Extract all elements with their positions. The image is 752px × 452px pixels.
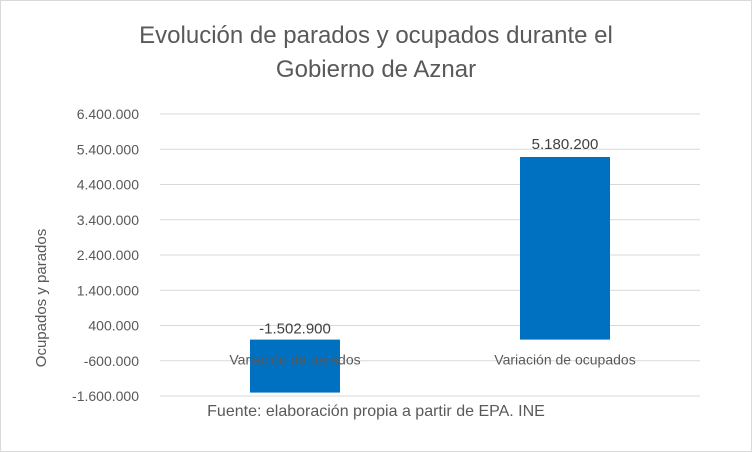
y-tick-label: 6.400.000 [77, 106, 139, 122]
category-label: Variación de parados [229, 352, 360, 368]
category-label: Variación de ocupados [494, 352, 635, 368]
category-labels: Variación de parados Variación de ocupado… [229, 352, 635, 368]
data-labels: -1.502.900 5.180.200 [259, 136, 598, 338]
y-tick-label: -600.000 [84, 353, 139, 369]
y-axis-ticks: 6.400.000 5.400.000 4.400.000 3.400.000 2.40… [72, 106, 139, 404]
y-tick-label: 2.400.000 [77, 247, 139, 263]
chart-title-line-2: Gobierno de Aznar [275, 56, 477, 83]
y-tick-label: 1.400.000 [77, 282, 139, 298]
y-tick-label: 400.000 [88, 318, 139, 334]
data-label: -1.502.900 [259, 321, 331, 338]
bars [250, 156, 610, 393]
y-axis-title: Ocupados y parados [33, 229, 50, 367]
y-tick-label: 5.400.000 [77, 141, 139, 157]
y-tick-label: 4.400.000 [77, 177, 139, 193]
data-label: 5.180.200 [532, 136, 599, 153]
y-tick-label: -1.600.000 [72, 388, 139, 404]
bar [520, 156, 610, 340]
y-tick-label: 3.400.000 [77, 212, 139, 228]
chart-title-line-1: Evolución de parados y ocupados durante … [139, 22, 613, 49]
bar [250, 339, 340, 393]
source-note: Fuente: elaboración propia a partir de E… [207, 403, 545, 420]
